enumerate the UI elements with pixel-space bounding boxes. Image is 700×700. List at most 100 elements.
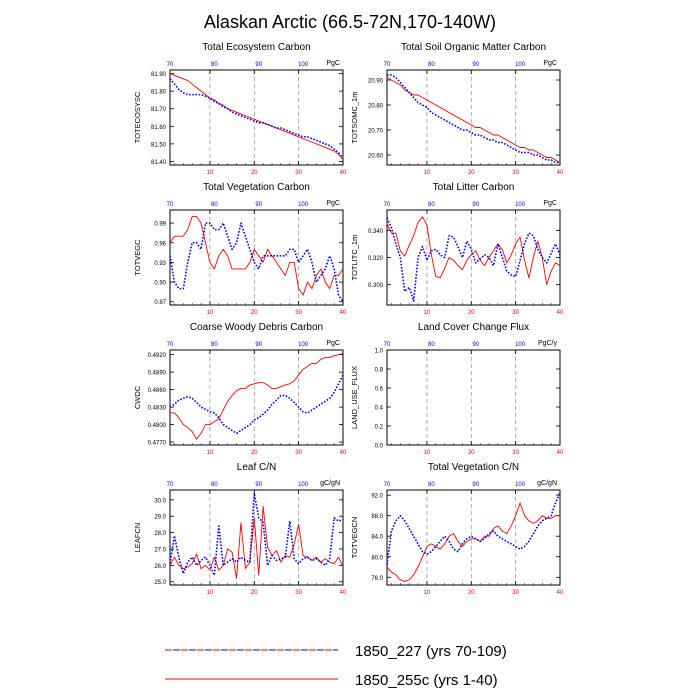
y-tick-label: 0.6 <box>375 387 384 393</box>
y-tick-label: 1.0 <box>375 349 384 355</box>
bottom-tick-label: 20 <box>251 170 258 176</box>
panel-title: Total Vegetation C/N <box>428 462 519 473</box>
bottom-tick-label: 10 <box>424 590 431 596</box>
top-tick-label: 80 <box>211 482 218 488</box>
bottom-tick-label: 20 <box>468 590 475 596</box>
bottom-tick-label: 20 <box>251 590 258 596</box>
panel-title: Coarse Woody Debris Carbon <box>190 322 323 333</box>
legend: 1850_227 (yrs 70-109) 1850_255c (yrs 1-4… <box>165 643 507 689</box>
plot-frame <box>169 349 344 446</box>
series-line-1850-255c <box>386 502 560 582</box>
top-tick-label: 90 <box>255 62 262 68</box>
series-line-1850-227 <box>169 374 344 435</box>
y-tick-label: 0.4920 <box>148 353 167 359</box>
panel-title: Total Ecosystem Carbon <box>202 42 310 53</box>
bottom-tick-label: 20 <box>468 310 475 316</box>
top-tick-label: 80 <box>428 482 435 488</box>
top-tick-label: 80 <box>211 342 218 348</box>
top-tick-label: 100 <box>298 482 309 488</box>
y-axis-label: LEAFCN <box>133 523 142 553</box>
y-tick-label: 81.60 <box>151 125 167 131</box>
plot-frame <box>386 349 561 446</box>
y-tick-label: 20.60 <box>368 154 384 160</box>
series-line-1850-255c <box>386 77 561 163</box>
bottom-tick-label: 10 <box>207 590 214 596</box>
y-tick-label: 25.0 <box>154 580 166 586</box>
panel-leaf-c-n: Leaf C/N gC/gN LEAFCN 25.0 26.0 27.0 28.0 29.0 3… <box>133 462 347 596</box>
bottom-tick-label: 30 <box>295 450 302 456</box>
y-tick-label: 0.4860 <box>148 388 167 394</box>
panel-title: Total Litter Carbon <box>433 182 515 193</box>
y-axis-label: CWDC <box>133 385 142 409</box>
top-tick-label: 70 <box>384 482 391 488</box>
bottom-tick-label: 10 <box>207 310 214 316</box>
bottom-tick-label: 40 <box>340 450 347 456</box>
bottom-tick-label: 10 <box>424 310 431 316</box>
y-tick-label: 81.40 <box>151 160 167 166</box>
top-tick-label: 100 <box>515 342 526 348</box>
top-tick-label: 100 <box>515 62 526 68</box>
y-tick-label: 0.90 <box>154 281 166 287</box>
y-tick-label: 88.0 <box>371 514 383 520</box>
series-line-1850-255c <box>169 216 344 296</box>
y-tick-label: 80.0 <box>371 555 383 561</box>
y-axis-label: LAND_USE_FLUX <box>350 366 359 429</box>
y-tick-label: 29.0 <box>154 515 166 521</box>
bottom-tick-label: 10 <box>207 170 214 176</box>
bottom-tick-label: 20 <box>251 450 258 456</box>
top-tick-label: 80 <box>428 342 435 348</box>
panel-land-cover-change-flux: Land Cover Change Flux PgC/y LAND_USE_FLUX… <box>350 322 564 456</box>
legend-label-1850-255c: 1850_255c (yrs 1-40) <box>355 672 498 689</box>
top-tick-label: 80 <box>428 202 435 208</box>
bottom-tick-label: 30 <box>295 590 302 596</box>
units-label: PgC <box>543 60 557 67</box>
bottom-tick-label: 20 <box>468 170 475 176</box>
plot-frame <box>169 209 344 306</box>
units-label: PgC <box>326 340 340 347</box>
page-title: Alaskan Arctic (66.5-72N,170-140W) <box>204 12 496 32</box>
bottom-tick-label: 40 <box>340 590 347 596</box>
y-tick-label: 0.0 <box>375 444 384 450</box>
bottom-tick-label: 30 <box>512 590 519 596</box>
y-tick-label: 0.4830 <box>148 406 167 412</box>
bottom-tick-label: 30 <box>295 170 302 176</box>
y-tick-label: 81.70 <box>151 107 167 113</box>
plot-frame <box>386 69 561 166</box>
top-tick-label: 90 <box>472 342 479 348</box>
plot-frame <box>386 489 561 586</box>
y-tick-label: 20.70 <box>368 129 384 135</box>
series-line-1850-255c <box>170 353 344 440</box>
top-tick-label: 70 <box>167 482 174 488</box>
legend-label-1850-227: 1850_227 (yrs 70-109) <box>355 643 507 660</box>
y-tick-label: 0.4 <box>375 406 384 412</box>
panel-total-ecosystem-carbon: Total Ecosystem Carbon PgC TOTECOSYSC 81.40… <box>133 42 347 176</box>
top-tick-label: 70 <box>384 342 391 348</box>
top-tick-label: 90 <box>255 202 262 208</box>
top-tick-label: 90 <box>472 482 479 488</box>
units-label: PgC <box>326 200 340 207</box>
top-tick-label: 70 <box>167 62 174 68</box>
y-tick-label: 20.90 <box>368 79 384 85</box>
series-line-1850-227 <box>386 492 561 565</box>
y-tick-label: 0.4800 <box>148 423 167 429</box>
y-axis-label: TOTSOMC_1m <box>350 92 359 144</box>
y-tick-label: 0.340 <box>368 229 384 235</box>
series-line-1850-255c <box>169 73 344 161</box>
bottom-tick-label: 10 <box>424 450 431 456</box>
top-tick-label: 100 <box>298 202 309 208</box>
bottom-tick-label: 40 <box>557 170 564 176</box>
series-line-1850-255c <box>386 216 561 286</box>
y-axis-label: TOTECOSYSC <box>133 91 142 143</box>
series-line-1850-227 <box>387 74 560 164</box>
y-tick-label: 81.90 <box>151 72 167 78</box>
panel-title: Total Soil Organic Matter Carbon <box>401 42 546 53</box>
panel-title: Leaf C/N <box>237 462 276 473</box>
y-tick-label: 81.50 <box>151 142 167 148</box>
top-tick-label: 70 <box>384 202 391 208</box>
bottom-tick-label: 40 <box>340 170 347 176</box>
units-label: PgC/y <box>538 340 558 347</box>
plot-frame <box>169 489 344 586</box>
panel-total-litter-carbon: Total Litter Carbon PgC TOTLITC_1m 0.300 0.3… <box>350 182 564 316</box>
